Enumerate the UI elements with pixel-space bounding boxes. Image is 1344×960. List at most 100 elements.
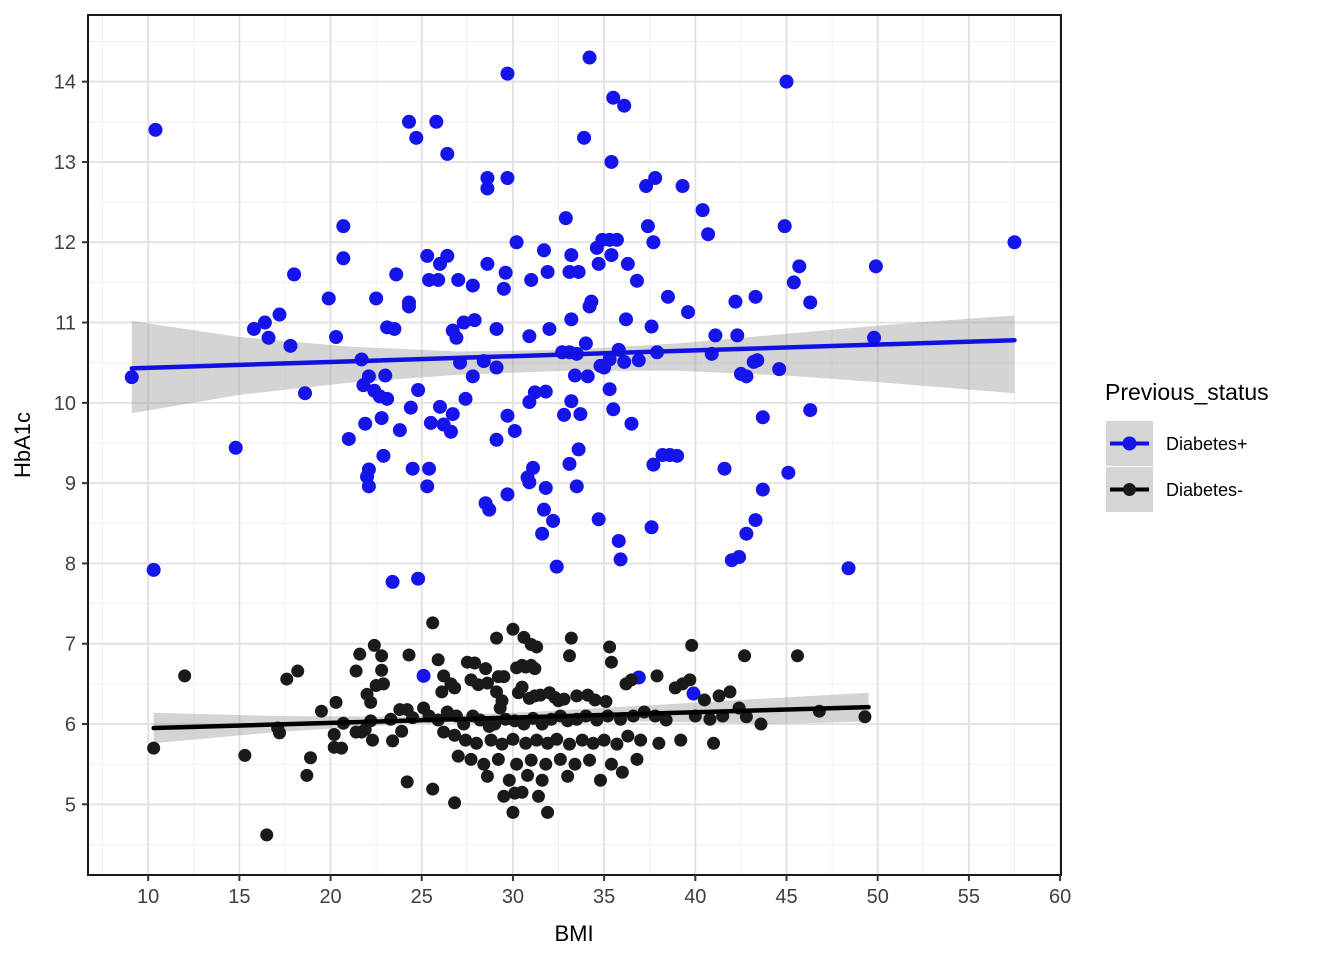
point-diabetes-minus [583,753,597,767]
point-diabetes-plus [272,307,287,322]
point-diabetes-plus [401,114,416,129]
point-diabetes-plus [644,319,659,334]
point-diabetes-minus [604,655,618,669]
point-diabetes-minus [314,704,328,718]
point-diabetes-plus [728,294,743,309]
point-diabetes-minus [515,680,529,694]
point-diabetes-minus [593,773,607,787]
point-diabetes-plus [644,520,659,535]
point-diabetes-minus [451,749,465,763]
point-diabetes-minus [568,757,582,771]
point-diabetes-minus [329,695,343,709]
point-diabetes-plus [287,267,302,282]
point-diabetes-plus [432,256,447,271]
point-diabetes-plus [467,313,482,328]
point-diabetes-plus [755,410,770,425]
x-tick-label: 60 [1049,886,1071,908]
point-diabetes-plus [564,394,579,409]
point-diabetes-minus [539,757,553,771]
point-diabetes-plus [786,275,801,290]
y-tick-label: 13 [54,152,76,174]
point-diabetes-minus [300,768,314,782]
point-diabetes-plus [409,130,424,145]
point-diabetes-plus [670,448,685,463]
point-diabetes-plus [577,130,592,145]
point-diabetes-plus [405,461,420,476]
point-diabetes-plus [369,291,384,306]
point-diabetes-minus [493,701,507,715]
point-diabetes-minus [459,733,473,747]
point-diabetes-minus [448,728,462,742]
axis-ticks: 10 15 20 25 30 35 40 45 50 55 60 5 6 7 8 9 10 11 12 13 14 [54,72,1071,908]
point-diabetes-plus [500,171,515,186]
point-diabetes-minus [484,733,498,747]
point-diabetes-minus [477,757,491,771]
point-diabetes-minus [497,670,511,684]
point-diabetes-minus [400,775,414,789]
point-diabetes-plus [445,407,460,422]
point-diabetes-plus [380,391,395,406]
point-diabetes-minus [739,710,753,724]
y-tick-label: 12 [54,232,76,254]
legend-point-sample-diabetes-plus [1122,436,1137,451]
point-diabetes-plus [646,235,661,250]
point-diabetes-plus [708,328,723,343]
point-diabetes-minus [238,748,252,762]
point-diabetes-minus [178,669,192,683]
point-diabetes-plus [387,321,402,336]
point-diabetes-plus [403,400,418,415]
point-diabetes-minus [550,732,564,746]
point-diabetes-plus [803,295,818,310]
x-tick-label: 35 [593,886,615,908]
point-diabetes-minus [575,733,589,747]
point-diabetes-plus [283,338,298,353]
point-diabetes-minus [738,649,752,663]
point-diabetes-plus [582,50,597,65]
point-diabetes-plus [356,378,371,393]
point-diabetes-minus [630,752,644,766]
point-diabetes-minus [790,649,804,663]
point-diabetes-minus [375,649,389,663]
point-diabetes-plus [429,114,444,129]
point-diabetes-minus [604,757,618,771]
point-diabetes-minus [510,757,524,771]
point-diabetes-minus [495,737,509,751]
point-diabetes-minus [674,733,688,747]
point-diabetes-minus [304,751,318,765]
panel-border [87,14,1062,876]
point-diabetes-plus [336,219,351,234]
y-tick-label: 6 [65,714,76,736]
point-diabetes-plus [420,479,435,494]
point-diabetes-plus [480,181,495,196]
point-diabetes-minus [291,664,305,678]
point-diabetes-plus [868,259,883,274]
point-diabetes-minus [349,664,363,678]
x-tick-label: 25 [411,886,433,908]
point-diabetes-plus [631,353,646,368]
point-diabetes-minus [497,789,511,803]
point-diabetes-minus [652,736,666,750]
point-diabetes-plus [781,465,796,480]
point-diabetes-minus [562,649,576,663]
point-diabetes-plus [564,312,579,327]
point-diabetes-plus [482,502,497,517]
point-diabetes-minus [376,677,390,691]
y-tick-label: 11 [55,313,76,335]
point-diabetes-minus [685,638,699,652]
point-diabetes-plus [449,330,464,345]
point-diabetes-plus [298,386,313,401]
y-tick-label: 8 [65,553,76,575]
point-diabetes-plus [573,407,588,422]
point-diabetes-plus [748,513,763,528]
point-diabetes-plus [558,211,573,226]
point-diabetes-minus [570,689,584,703]
point-diabetes-plus [730,328,745,343]
point-diabetes-plus [261,330,276,345]
point-diabetes-minus [615,765,629,779]
point-diabetes-minus [588,693,602,707]
point-diabetes-minus [364,695,378,709]
point-diabetes-plus [681,305,696,320]
x-axis-title: BMI [554,921,593,946]
point-diabetes-plus [619,312,634,327]
point-diabetes-minus [479,662,493,676]
